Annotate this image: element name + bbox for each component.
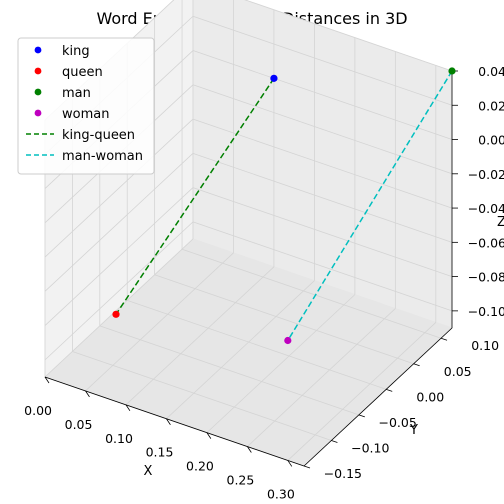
grid-z-wally — [192, 221, 453, 312]
data-series — [112, 67, 456, 345]
z-tick-label: 0.02 — [478, 98, 504, 113]
y-tick-label: 0.10 — [471, 338, 499, 353]
x-tick-mark — [44, 376, 50, 384]
grid-z-wallx — [44, 221, 194, 361]
grid-y-floor — [154, 274, 414, 365]
legend-marker-man — [34, 88, 42, 96]
y-tick-mark — [358, 414, 365, 418]
legend-label-woman: woman — [62, 107, 109, 122]
x-axis-label: X — [144, 464, 153, 479]
y-tick-label: 0.00 — [416, 389, 444, 404]
legend-label-queen: queen — [62, 65, 103, 80]
grid-x-floor — [85, 252, 234, 392]
x-tick-label: 0.20 — [186, 459, 214, 474]
grid-x-floor — [166, 280, 315, 420]
z-tick-label: −0.06 — [468, 235, 504, 250]
grid-z-wally — [192, 84, 453, 175]
z-axis-label: Z — [497, 215, 504, 230]
grid-x-floor — [44, 238, 194, 378]
y-axis-line — [303, 327, 453, 467]
x-tick-mark — [166, 418, 171, 425]
y-tick-label: −0.15 — [324, 466, 362, 481]
legend-label-man: man — [62, 86, 91, 101]
x-tick-mark — [206, 432, 212, 439]
x-tick-label: 0.25 — [227, 473, 255, 488]
x-tick-label: 0.05 — [65, 417, 93, 432]
z-tick-label: −0.02 — [468, 167, 504, 182]
y-tick-label: 0.05 — [444, 364, 472, 379]
grid-x-floor — [206, 294, 356, 433]
y-tick-mark — [440, 337, 448, 341]
x-tick-label: 0.00 — [24, 403, 52, 418]
legend-frame — [17, 37, 155, 175]
z-tick-label: −0.10 — [468, 304, 504, 319]
grid-z-wallx — [44, 153, 194, 292]
grid-y-floor — [99, 325, 359, 416]
grid-z-wally — [192, 15, 453, 106]
x-tick-mark — [85, 390, 90, 398]
legend-marker-queen — [34, 67, 42, 75]
x-tick-mark — [247, 446, 252, 453]
y-tick-mark — [413, 363, 420, 367]
grid-x-floor — [247, 308, 396, 447]
grid-y-floor — [72, 351, 332, 441]
x-tick-label: 0.30 — [267, 486, 295, 501]
legend-label-king-queen: king-queen — [62, 128, 135, 143]
legend: king queen man woman king-queen man-woman — [17, 37, 155, 175]
grid-z-wallx — [44, 118, 194, 258]
y-tick-mark — [386, 388, 393, 392]
y-tick-mark — [331, 440, 338, 443]
x-tick-mark — [287, 460, 293, 467]
grid-lines — [44, 0, 453, 467]
x-tick-mark — [125, 404, 131, 412]
z-tick-label: 0.00 — [478, 133, 504, 148]
x-tick-label: 0.15 — [146, 445, 174, 460]
tick-labels: 0.000.050.100.150.200.250.30−0.15−0.10−0… — [24, 64, 504, 501]
axis-lines — [44, 71, 453, 467]
legend-label-king: king — [62, 44, 90, 59]
grid-y-floor — [181, 248, 442, 339]
line-king-queen — [115, 77, 275, 315]
point-king — [270, 74, 278, 82]
z-tick-label: −0.08 — [468, 270, 504, 285]
legend-label-man-woman: man-woman — [62, 149, 143, 164]
grid-x-floor — [287, 322, 437, 461]
grid-z-wally — [192, 152, 453, 243]
grid-z-wallx — [44, 187, 194, 326]
point-woman — [284, 336, 292, 345]
z-tick-label: 0.04 — [478, 64, 504, 79]
x-tick-label: 0.10 — [105, 431, 133, 446]
grid-z-wally — [192, 187, 453, 277]
legend-marker-king — [34, 46, 42, 54]
y-tick-mark — [303, 465, 311, 469]
line-man-woman — [287, 70, 453, 341]
y-tick-label: −0.10 — [351, 440, 389, 455]
y-tick-label: −0.05 — [379, 415, 417, 430]
point-man — [448, 67, 456, 75]
grid-z-wally — [192, 50, 453, 140]
x-axis-line — [44, 376, 305, 467]
grid-y-floor — [127, 299, 387, 390]
z-tick-label: −0.04 — [468, 201, 504, 216]
grid-x-floor — [125, 266, 275, 406]
legend-marker-woman — [34, 109, 42, 117]
grid-z-wally — [244, 0, 453, 72]
point-queen — [112, 310, 120, 318]
y-axis-label: Y — [409, 423, 418, 438]
